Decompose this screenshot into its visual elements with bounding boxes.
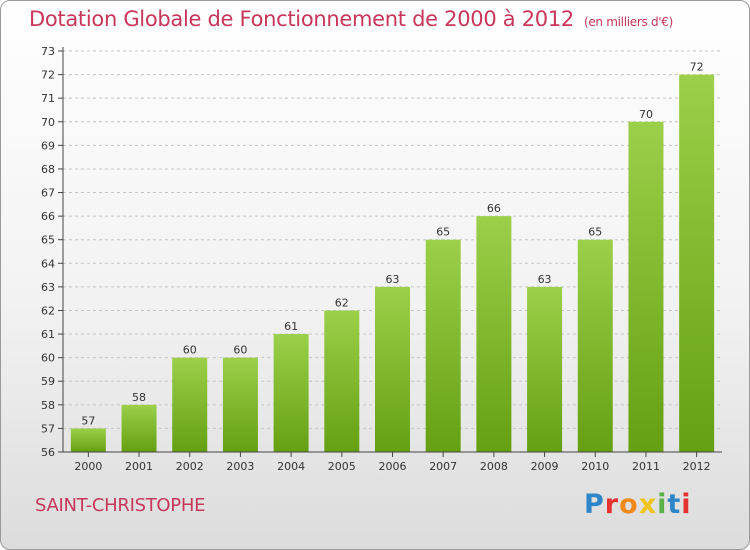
bar-value-label: 66 [487,202,501,215]
logo-letter: i [657,489,668,520]
bar-value-label: 65 [588,226,602,239]
bar-value-label: 60 [183,344,197,357]
bar [375,286,410,452]
bar-value-label: 60 [233,344,247,357]
y-tick-label: 60 [41,352,55,365]
y-tick-label: 66 [41,210,55,223]
y-tick-label: 63 [41,281,55,294]
x-tick-label: 2001 [125,460,153,473]
bar-value-label: 58 [132,391,146,404]
x-tick-label: 2005 [328,460,356,473]
x-tick-label: 2002 [176,460,204,473]
bars [70,74,715,453]
bar [70,428,106,452]
proxiti-logo[interactable]: Proxiti [584,489,692,520]
x-tick-label: 2006 [379,460,407,473]
y-tick-label: 73 [41,45,55,58]
x-tick-label: 2004 [277,460,305,473]
commune-name: SAINT-CHRISTOPHE [35,495,206,516]
bar-value-label: 63 [538,273,552,286]
x-tick-label: 2000 [74,460,102,473]
chart-title: Dotation Globale de Fonctionnement de 20… [29,7,673,31]
bar [476,216,512,452]
y-tick-label: 65 [41,234,55,247]
bar [577,239,613,452]
x-tick-label: 2012 [683,460,711,473]
axes [58,47,722,457]
y-tick-label: 68 [41,163,55,176]
bar [121,404,157,452]
bar-value-label: 72 [690,61,704,74]
y-tick-label: 62 [41,304,55,317]
y-tick-label: 67 [41,187,55,200]
bar [324,310,360,452]
logo-letter: x [638,489,658,520]
x-tick-label: 2008 [480,460,508,473]
bar-value-label: 70 [639,108,653,121]
logo-letter: i [681,489,692,520]
y-tick-label: 59 [41,375,55,388]
x-tick-label: 2007 [429,460,457,473]
chart-title-text: Dotation Globale de Fonctionnement de 20… [29,7,574,31]
bar [527,286,563,452]
bar-value-label: 61 [284,320,298,333]
bar-value-label: 63 [386,273,400,286]
bar-value-label: 62 [335,296,349,309]
y-tick-label: 69 [41,139,55,152]
y-tick-label: 58 [41,399,55,412]
y-tick-label: 61 [41,328,55,341]
y-tick-label: 72 [41,69,55,82]
logo-letter: P [584,489,605,520]
labels: 56 57 58 59 60 61 62 63 64 65 66 67 68 69 70 71 72 73 57 20… [41,45,711,473]
x-tick-label: 2009 [531,460,559,473]
bar-value-label: 57 [81,414,95,427]
y-tick-label: 56 [41,446,55,459]
y-tick-label: 57 [41,422,55,435]
y-tick-label: 71 [41,92,55,105]
y-tick-label: 64 [41,257,55,270]
bar [172,357,208,452]
bar [222,357,258,452]
logo-letter: r [604,489,620,520]
bar [273,334,309,452]
logo-letter: o [619,489,639,520]
chart-unit: (en milliers d'€) [583,15,673,29]
bar [425,239,461,452]
y-tick-label: 70 [41,116,55,129]
x-tick-label: 2011 [632,460,660,473]
x-tick-label: 2010 [581,460,609,473]
bar-value-label: 65 [436,226,450,239]
x-tick-label: 2003 [226,460,254,473]
bar [679,74,715,453]
bar [628,121,664,452]
logo-letter: t [667,489,682,520]
